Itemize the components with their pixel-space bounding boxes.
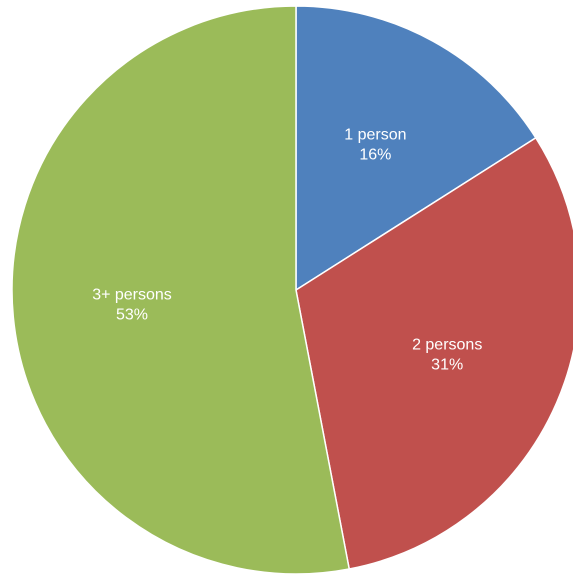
pie-slices xyxy=(11,5,573,575)
slice-category-label: 3+ persons xyxy=(92,287,172,304)
slice-percent-label: 53% xyxy=(116,307,148,324)
pie-slice-2-persons xyxy=(295,136,573,570)
pie-slice-3-persons xyxy=(11,5,351,575)
slice-percent-label: 31% xyxy=(431,356,463,373)
slice-category-label: 2 persons xyxy=(412,336,482,353)
pie-slice-1-person xyxy=(295,5,537,292)
slice-percent-label: 16% xyxy=(359,147,391,164)
pie-labels: 1 person 16% 2 persons 31% 3+ persons 53% xyxy=(92,127,482,374)
slice-category-label: 1 person xyxy=(344,127,406,144)
